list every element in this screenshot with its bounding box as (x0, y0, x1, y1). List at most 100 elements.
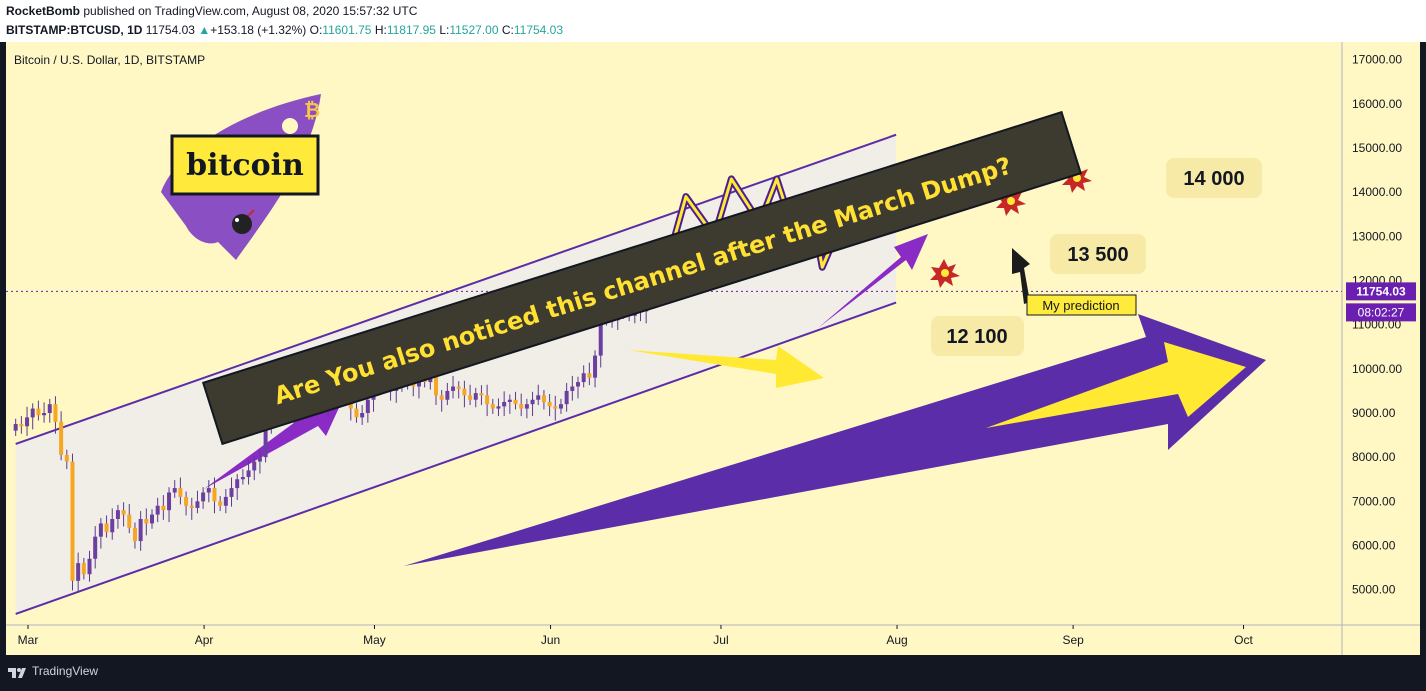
up-triangle-icon: ▲ (198, 23, 211, 37)
rocket-logo: ₿ bitcoin (161, 94, 321, 260)
candle-down (218, 501, 223, 506)
candle-down (479, 393, 484, 396)
countdown-value: 08:02:27 (1358, 305, 1405, 319)
candle-up (360, 413, 365, 418)
candle-down (456, 386, 461, 389)
candle-down (132, 527, 137, 542)
candle-up (98, 523, 103, 537)
publish-info: published on TradingView.com, August 08,… (83, 4, 418, 18)
candle-up (252, 461, 257, 471)
label-13500-text: 13 500 (1067, 244, 1128, 266)
candle-down (70, 461, 75, 581)
candle-up (155, 505, 160, 515)
chart-svg[interactable]: Bitcoin / U.S. Dollar, 1D, BITSTAMP (6, 42, 1420, 655)
price-tick-label: 13000.00 (1352, 229, 1402, 243)
time-tick-label: Mar (18, 633, 39, 647)
price-tick-label: 5000.00 (1352, 583, 1396, 597)
time-axis[interactable]: Mar Apr May Jun Jul Aug Sep Oct (18, 625, 1254, 647)
candle-up (87, 558, 92, 575)
candle-down (178, 488, 183, 497)
time-tick-label: Aug (886, 633, 907, 647)
candle-down (462, 388, 467, 396)
ohlc-line: BITSTAMP:BTCUSD, 1D 11754.03 ▲+153.18 (+… (6, 23, 563, 37)
candle-up (576, 382, 580, 387)
candle-up (42, 413, 47, 416)
high-value: 11817.95 (386, 23, 436, 37)
brand-label: TradingView (32, 664, 99, 678)
candle-up (110, 519, 115, 533)
chart-area[interactable]: Bitcoin / U.S. Dollar, 1D, BITSTAMP (6, 42, 1420, 655)
candle-up (172, 488, 177, 493)
candle-up (246, 470, 251, 478)
candle-down (127, 514, 132, 528)
candle-up (445, 390, 450, 400)
price-tick-label: 15000.00 (1352, 141, 1402, 155)
candle-up (257, 457, 262, 462)
candle-up (524, 404, 529, 409)
candle-up (235, 479, 240, 489)
candle-up (25, 417, 30, 427)
label-13500: 13 500 (1050, 234, 1146, 274)
price-axis[interactable]: 5000.00 6000.00 7000.00 8000.00 9000.00 10000… (1352, 53, 1402, 597)
candle-down (434, 373, 438, 396)
prediction-label-text: My prediction (1042, 298, 1119, 313)
candle-up (150, 514, 154, 524)
candle-up (530, 399, 535, 405)
time-tick-label: May (363, 633, 386, 647)
candle-down (19, 424, 24, 427)
candle-down (189, 505, 194, 508)
time-tick-label: Apr (195, 633, 214, 647)
price-tick-label: 7000.00 (1352, 494, 1396, 508)
chart-title: Bitcoin / U.S. Dollar, 1D, BITSTAMP (14, 53, 205, 67)
prediction-label: My prediction (1026, 294, 1137, 316)
candle-up (365, 399, 370, 413)
label-14000-text: 14 000 (1183, 168, 1244, 190)
candle-up (451, 386, 456, 391)
candle-up (195, 501, 200, 508)
channel-lower-line[interactable] (15, 301, 897, 615)
candle-up (502, 401, 507, 407)
candle-up (240, 477, 245, 480)
price-tick-label: 17000.00 (1352, 53, 1402, 67)
bottom-big-arrow (404, 314, 1266, 566)
candle-down (513, 399, 518, 405)
time-tick-label: Sep (1062, 633, 1084, 647)
low-label: L: (439, 23, 450, 37)
channel-upper-line[interactable] (15, 133, 897, 445)
price-tick-label: 16000.00 (1352, 97, 1402, 111)
label-12100: 12 100 (931, 316, 1024, 356)
candle-down (439, 395, 444, 400)
candle-down (64, 454, 69, 462)
candle-up (229, 488, 234, 497)
price-tick-label: 14000.00 (1352, 185, 1402, 199)
current-price-value: 11754.03 (1356, 284, 1406, 298)
candle-down (36, 408, 41, 416)
label-14000: 14 000 (1166, 158, 1262, 198)
black-arrow-icon (1012, 248, 1030, 304)
candle-down (541, 395, 546, 402)
close-value: 11754.03 (513, 23, 564, 37)
candle-up (138, 519, 143, 542)
candle-up (47, 404, 52, 413)
price-tick-label: 6000.00 (1352, 539, 1396, 553)
price-tick-label: 9000.00 (1352, 406, 1396, 420)
candle-down (485, 395, 490, 405)
candle-up (496, 406, 501, 409)
candle-down (53, 404, 58, 422)
candle-down (104, 523, 109, 533)
author-name[interactable]: RocketBomb (6, 4, 81, 18)
candle-down (553, 406, 558, 409)
explosion-icon (996, 187, 1026, 216)
symbol-label: BITSTAMP:BTCUSD, 1D (6, 23, 143, 37)
open-label: O: (309, 23, 323, 37)
tradingview-brand[interactable]: TradingView (8, 664, 98, 678)
high-label: H: (374, 23, 387, 37)
price-tick-label: 8000.00 (1352, 450, 1396, 464)
candle-up (223, 496, 228, 506)
candle-down (184, 496, 189, 506)
candle-up (593, 355, 598, 378)
candle-up (570, 386, 575, 391)
candle-down (547, 401, 552, 407)
candle-down (519, 404, 524, 409)
candle-up (558, 404, 563, 409)
